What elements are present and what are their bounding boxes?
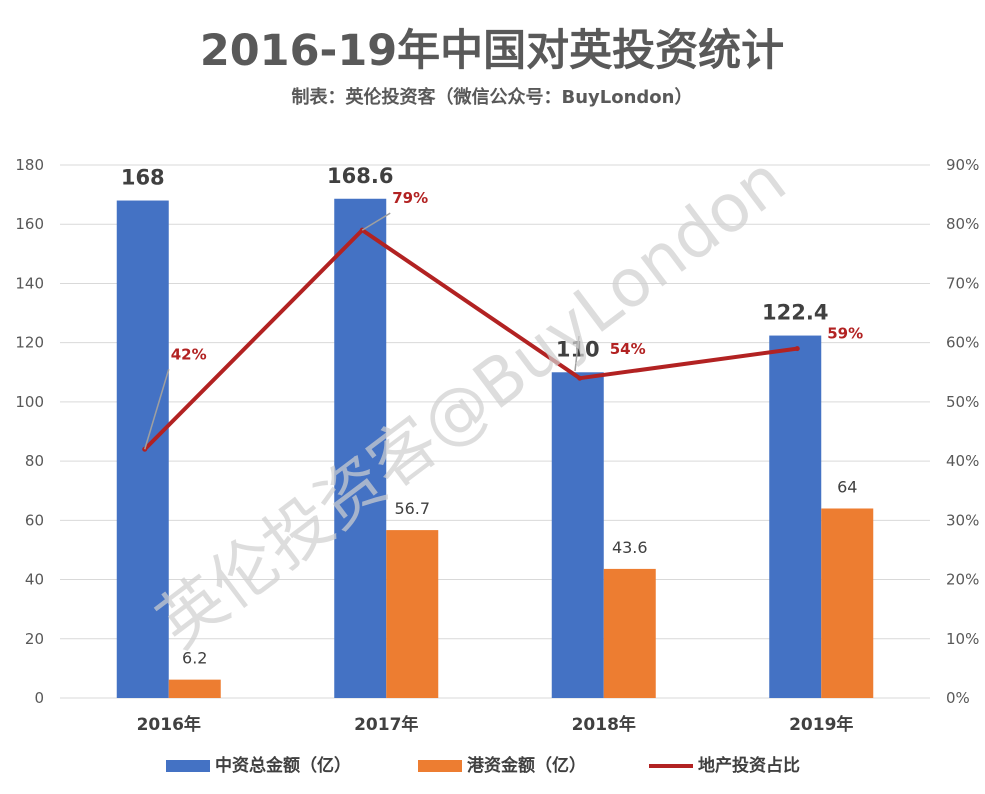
y-right-tick-label: 0% [946, 689, 970, 707]
y-right-tick-label: 50% [946, 393, 979, 411]
x-tick-label: 2016年 [137, 714, 201, 735]
y-left-tick-label: 80 [25, 452, 44, 470]
y-left-tick-label: 0 [34, 689, 44, 707]
chart-title: 2016-19年中国对英投资统计 [200, 26, 784, 76]
data-label-hk: 64 [837, 477, 857, 496]
data-label-line: 42% [171, 345, 207, 363]
y-left-tick-label: 60 [25, 511, 44, 529]
line-point [794, 346, 800, 352]
y-right-tick-label: 40% [946, 452, 979, 470]
bar-series [116, 198, 874, 699]
legend-label-hk: 港资金额（亿） [467, 755, 586, 776]
y-right-tick-label: 30% [946, 511, 979, 529]
data-labels: 1686.2168.656.711043.6122.46442%79%54%59… [121, 164, 863, 668]
leader-line [574, 335, 580, 372]
bar-hk [168, 679, 221, 698]
chart-subtitle: 制表：英伦投资客（微信公众号：BuyLondon） [292, 86, 693, 108]
data-label-line: 79% [392, 189, 428, 207]
data-label-hk: 6.2 [182, 649, 207, 668]
bar-hk [821, 508, 874, 698]
data-label-hk: 43.6 [612, 538, 648, 557]
y-left-tick-label: 100 [15, 393, 44, 411]
y-right-tick-label: 10% [946, 630, 979, 648]
leader-line [144, 369, 170, 450]
y-axis-left: 0 20 40 60 80 100 120 140 160 180 [15, 156, 44, 707]
y-left-tick-label: 140 [15, 274, 44, 292]
data-label-line: 59% [827, 325, 863, 343]
data-label-hk: 56.7 [394, 499, 430, 518]
y-right-tick-label: 70% [946, 274, 979, 292]
bar-hk [603, 568, 656, 698]
bar-total [334, 198, 387, 699]
bar-total [551, 372, 604, 698]
legend-label-line: 地产投资占比 [698, 755, 800, 776]
gridlines [60, 164, 930, 699]
data-label-total: 168.6 [327, 164, 393, 188]
y-left-tick-label: 120 [15, 334, 44, 352]
data-label-total: 122.4 [762, 301, 828, 325]
leader-line [361, 212, 391, 231]
y-right-tick-label: 80% [946, 215, 979, 233]
legend-label-total: 中资总金额（亿） [215, 755, 351, 776]
y-left-tick-label: 20 [25, 630, 44, 648]
line-point [577, 375, 583, 381]
y-right-tick-label: 60% [946, 334, 979, 352]
legend: 中资总金额（亿） 港资金额（亿） 地产投资占比 [166, 755, 800, 776]
line-path [143, 228, 798, 451]
y-axis-right: 0% 10% 20% 30% 40% 50% 60% 70% 80% 90% [946, 156, 979, 707]
legend-swatch-hk [418, 760, 462, 772]
data-label-total: 168 [121, 166, 165, 190]
y-left-tick-label: 160 [15, 215, 44, 233]
x-tick-label: 2019年 [789, 714, 853, 735]
legend-swatch-total [166, 760, 210, 772]
x-tick-label: 2017年 [354, 714, 418, 735]
x-axis-categories: 2016年 2017年 2018年 2019年 [137, 714, 854, 735]
y-left-tick-label: 180 [15, 156, 44, 174]
y-right-tick-label: 90% [946, 156, 979, 174]
y-left-tick-label: 40 [25, 571, 44, 589]
bar-total [769, 335, 822, 698]
x-tick-label: 2018年 [572, 714, 636, 735]
data-label-line: 54% [610, 340, 646, 358]
bar-hk [386, 530, 439, 698]
line-series [142, 227, 800, 452]
y-right-tick-label: 20% [946, 571, 979, 589]
